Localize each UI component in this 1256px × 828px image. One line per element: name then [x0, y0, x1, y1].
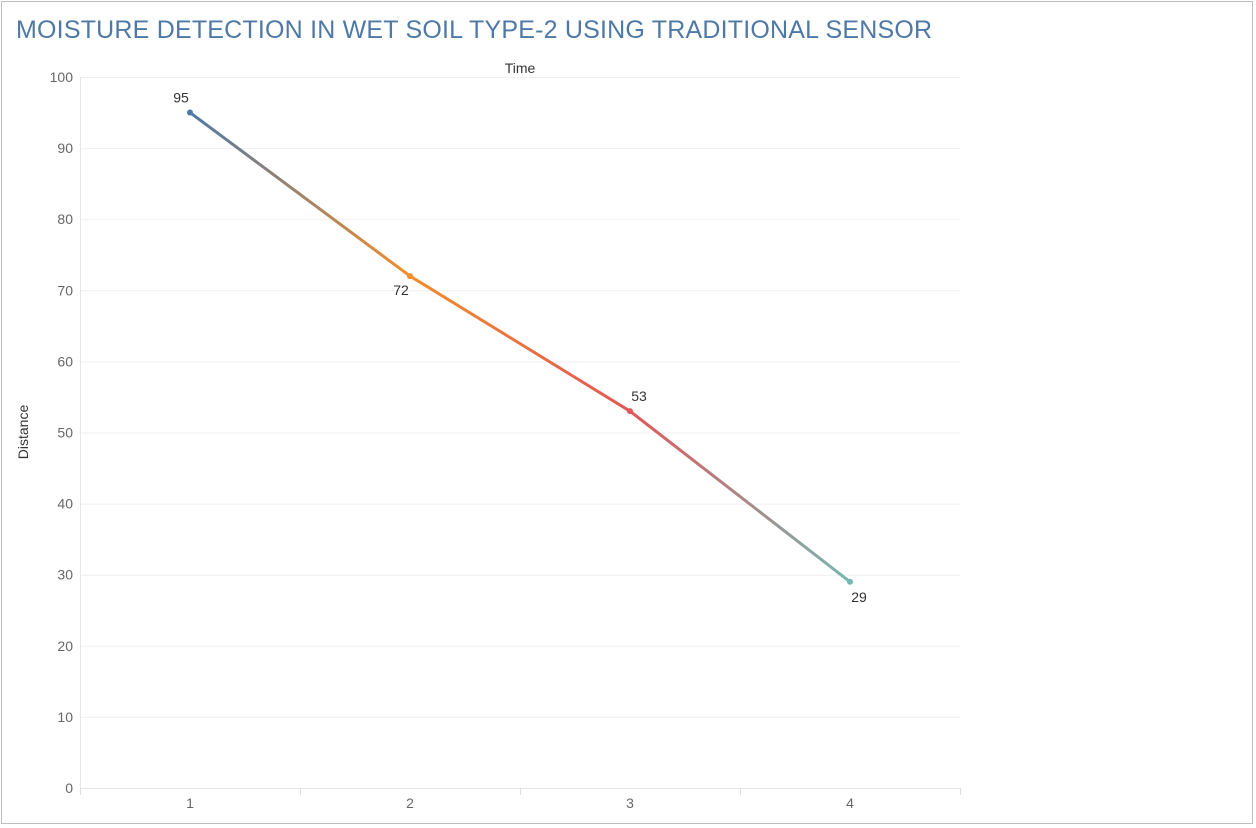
data-label: 53	[631, 388, 647, 404]
series-segment	[628, 409, 852, 584]
data-point[interactable]	[187, 109, 193, 116]
data-label: 72	[393, 282, 409, 298]
y-axis-title: Distance	[15, 405, 31, 460]
axes	[80, 77, 961, 795]
x-tick-label: 1	[186, 795, 194, 811]
y-tick-label: 90	[57, 140, 73, 156]
series-line	[188, 111, 852, 584]
grid-lines	[80, 77, 960, 718]
data-label: 29	[851, 589, 867, 605]
y-tick-label: 20	[57, 638, 73, 654]
data-point[interactable]	[627, 408, 633, 415]
y-tick-label: 40	[57, 496, 73, 512]
series-segment	[188, 111, 412, 278]
x-tick-label: 4	[846, 795, 854, 811]
y-tick-label: 70	[57, 282, 73, 298]
data-labels: 95 72 53 29	[173, 90, 867, 605]
y-tick-label: 80	[57, 211, 73, 227]
x-tick-label: 3	[626, 795, 634, 811]
data-points	[187, 109, 853, 585]
chart-title: MOISTURE DETECTION IN WET SOIL TYPE-2 US…	[16, 16, 933, 44]
data-label: 95	[173, 90, 189, 106]
y-tick-labels: 0 10 20 30 40 50 60 70 80 90 100	[50, 69, 74, 796]
y-tick-label: 30	[57, 567, 73, 583]
y-tick-label: 0	[65, 780, 73, 796]
x-axis-title: Time	[505, 60, 536, 76]
y-tick-label: 100	[50, 69, 74, 85]
y-tick-label: 10	[57, 709, 73, 725]
x-tick-label: 2	[406, 795, 414, 811]
y-tick-label: 50	[57, 425, 73, 441]
x-tick-labels: 1 2 3 4	[186, 795, 854, 811]
y-tick-label: 60	[57, 353, 73, 369]
series-segment	[408, 274, 632, 413]
data-point[interactable]	[847, 578, 853, 585]
data-point[interactable]	[407, 273, 413, 280]
